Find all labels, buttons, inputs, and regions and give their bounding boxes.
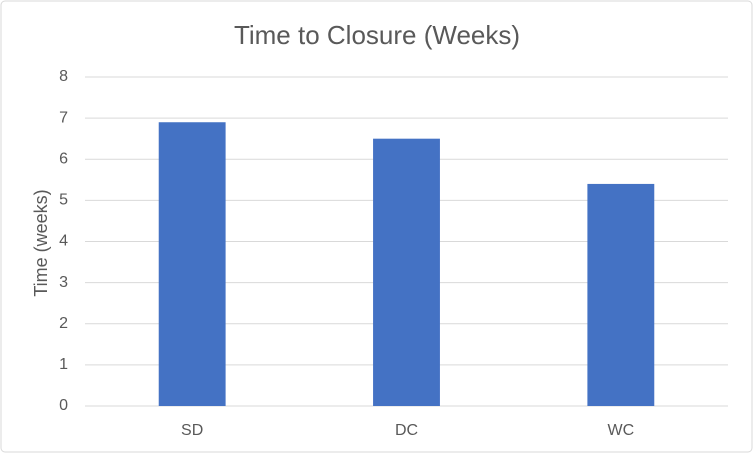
chart-title: Time to Closure (Weeks) xyxy=(234,20,520,50)
y-tick-label: 3 xyxy=(59,274,68,291)
y-tick-label: 6 xyxy=(59,150,68,167)
y-tick-label: 5 xyxy=(59,192,68,209)
x-tick-label: WC xyxy=(608,422,635,439)
x-tick-label: DC xyxy=(395,422,418,439)
y-tick-label: 0 xyxy=(59,397,68,414)
y-tick-label: 7 xyxy=(59,109,68,126)
x-tick-label: SD xyxy=(181,422,203,439)
bar xyxy=(158,122,226,407)
y-tick-label: 8 xyxy=(59,68,68,85)
bar xyxy=(373,138,440,406)
y-axis-label: Time (weeks) xyxy=(31,189,51,296)
y-tick-label: 4 xyxy=(59,233,68,250)
y-tick-label: 2 xyxy=(59,315,68,332)
bar xyxy=(587,183,655,406)
y-tick-label: 1 xyxy=(59,356,68,373)
